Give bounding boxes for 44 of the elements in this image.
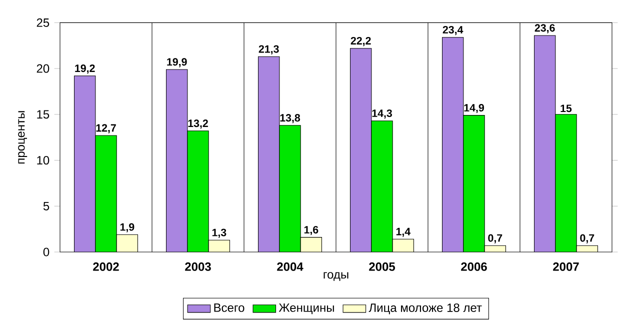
data-label: 23,4 [442,26,464,36]
bar [371,120,393,252]
x-tick-label: 2003 [185,262,211,271]
x-tick-label: 2005 [369,262,395,271]
data-label: 1,4 [396,228,411,237]
data-label: 23,6 [534,24,555,34]
y-tick-label: 25 [36,18,50,27]
legend-label: Всего [214,304,244,312]
bar [279,125,301,252]
data-label: 15 [560,104,572,112]
bar [187,130,209,252]
data-label: 19,2 [75,64,95,74]
data-label: 22,2 [350,37,371,46]
data-label: 1,6 [304,226,318,236]
x-tick-label: 2004 [277,262,304,271]
data-label: 14,9 [464,104,484,114]
legend-label: Лица моложе 18 лет [368,303,482,314]
y-tick-label: 10 [37,156,50,165]
bar [463,115,485,252]
bar [300,237,322,252]
legend-label: Женщины [278,304,334,314]
x-tick-label: 2006 [461,262,487,271]
x-tick-label: 2002 [93,262,119,271]
y-tick-label: 5 [43,202,50,210]
y-tick-label: 15 [37,110,50,119]
data-label: 0,7 [580,234,594,244]
y-tick-label: 20 [36,64,50,73]
data-label: 0,7 [488,234,502,244]
bar [555,114,577,252]
y-axis-title: проценты [18,111,28,164]
data-label: 13,8 [280,114,300,124]
bar [116,234,138,252]
data-label: 1,3 [212,228,226,238]
data-label: 14,3 [372,109,392,119]
data-label: 13,2 [188,120,208,129]
x-axis-title: годы [324,272,348,281]
data-label: 19,9 [167,58,187,68]
data-label: 1,9 [120,223,134,232]
y-tick-label: 0 [43,248,50,256]
bar [95,135,117,252]
data-label: 12,7 [96,124,116,134]
x-tick-label: 2007 [553,262,579,271]
bar [392,239,414,252]
data-label: 21,3 [258,45,279,54]
